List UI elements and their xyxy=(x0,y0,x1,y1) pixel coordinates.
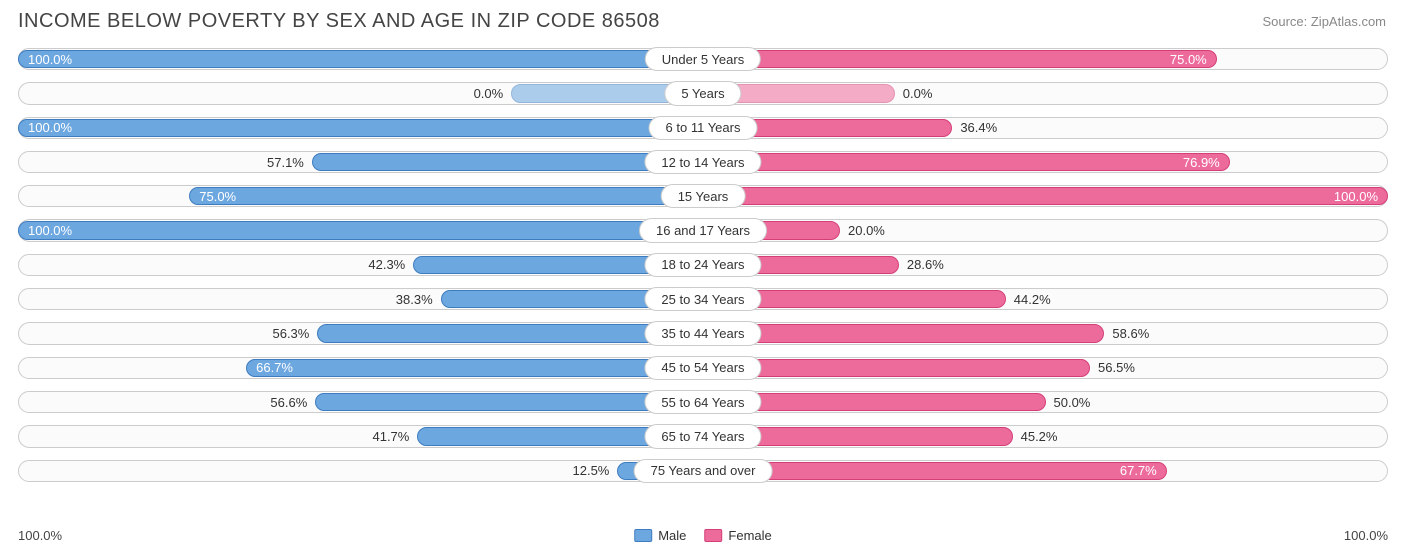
value-label-male: 66.7% xyxy=(246,351,703,385)
category-label: 6 to 11 Years xyxy=(649,116,758,140)
value-label-male: 75.0% xyxy=(189,179,703,213)
value-label-female: 50.0% xyxy=(1046,385,1099,419)
value-label-male: 41.7% xyxy=(364,419,417,453)
value-label-female: 58.6% xyxy=(1104,316,1157,350)
source-attribution: Source: ZipAtlas.com xyxy=(1262,14,1386,29)
category-label: 16 and 17 Years xyxy=(639,218,767,242)
chart-footer: 100.0% 100.0% Male Female xyxy=(18,528,1388,550)
chart-row: 56.3% 58.6% 35 to 44 Years xyxy=(18,316,1388,350)
value-label-female: 20.0% xyxy=(840,213,893,247)
legend-swatch-male xyxy=(634,529,652,542)
chart-row: 66.7% 56.5% 45 to 54 Years xyxy=(18,351,1388,385)
legend-label-female: Female xyxy=(728,528,771,543)
value-label-female: 0.0% xyxy=(895,76,941,110)
value-label-female: 44.2% xyxy=(1006,282,1059,316)
value-label-male: 100.0% xyxy=(18,42,703,76)
value-label-male: 0.0% xyxy=(466,76,512,110)
category-label: 55 to 64 Years xyxy=(644,390,761,414)
value-label-female: 56.5% xyxy=(1090,351,1143,385)
value-label-male: 38.3% xyxy=(388,282,441,316)
value-label-female: 75.0% xyxy=(703,42,1217,76)
category-label: 45 to 54 Years xyxy=(644,356,761,380)
category-label: 35 to 44 Years xyxy=(644,321,761,345)
chart-title: INCOME BELOW POVERTY BY SEX AND AGE IN Z… xyxy=(18,10,660,33)
value-label-male: 100.0% xyxy=(18,111,703,145)
category-label: 65 to 74 Years xyxy=(644,424,761,448)
value-label-male: 57.1% xyxy=(259,145,312,179)
chart-row: 38.3% 44.2% 25 to 34 Years xyxy=(18,282,1388,316)
chart-row: 41.7% 45.2% 65 to 74 Years xyxy=(18,419,1388,453)
chart-row: 100.0%75.0%Under 5 Years xyxy=(18,42,1388,76)
chart-row: 12.5% 67.7%75 Years and over xyxy=(18,454,1388,488)
legend: Male Female xyxy=(634,528,772,543)
category-label: 15 Years xyxy=(661,184,746,208)
value-label-male: 100.0% xyxy=(18,213,703,247)
chart-row: 0.0% 0.0% 5 Years xyxy=(18,76,1388,110)
category-label: 5 Years xyxy=(664,81,741,105)
legend-item-male: Male xyxy=(634,528,686,543)
category-label: 12 to 14 Years xyxy=(644,150,761,174)
value-label-female: 100.0% xyxy=(703,179,1388,213)
chart-row: 42.3% 28.6% 18 to 24 Years xyxy=(18,248,1388,282)
legend-label-male: Male xyxy=(658,528,686,543)
value-label-female: 76.9% xyxy=(703,145,1230,179)
value-label-male: 56.6% xyxy=(262,385,315,419)
chart-row: 57.1% 76.9%12 to 14 Years xyxy=(18,145,1388,179)
category-label: 25 to 34 Years xyxy=(644,287,761,311)
value-label-male: 12.5% xyxy=(565,454,618,488)
axis-label-left: 100.0% xyxy=(18,528,62,543)
chart-row: 75.0%100.0%15 Years xyxy=(18,179,1388,213)
axis-label-right: 100.0% xyxy=(1344,528,1388,543)
chart-area: 100.0%75.0%Under 5 Years0.0%0.0%5 Years1… xyxy=(18,42,1388,524)
value-label-male: 56.3% xyxy=(264,316,317,350)
category-label: Under 5 Years xyxy=(645,47,761,71)
category-label: 75 Years and over xyxy=(634,459,773,483)
category-label: 18 to 24 Years xyxy=(644,253,761,277)
value-label-female: 67.7% xyxy=(703,454,1167,488)
legend-swatch-female xyxy=(704,529,722,542)
bar-female xyxy=(703,324,1104,342)
value-label-female: 28.6% xyxy=(899,248,952,282)
legend-item-female: Female xyxy=(704,528,771,543)
chart-row: 100.0% 36.4% 6 to 11 Years xyxy=(18,111,1388,145)
value-label-female: 36.4% xyxy=(952,111,1005,145)
chart-row: 100.0% 20.0% 16 and 17 Years xyxy=(18,213,1388,247)
value-label-male: 42.3% xyxy=(360,248,413,282)
chart-row: 56.6% 50.0% 55 to 64 Years xyxy=(18,385,1388,419)
value-label-female: 45.2% xyxy=(1013,419,1066,453)
